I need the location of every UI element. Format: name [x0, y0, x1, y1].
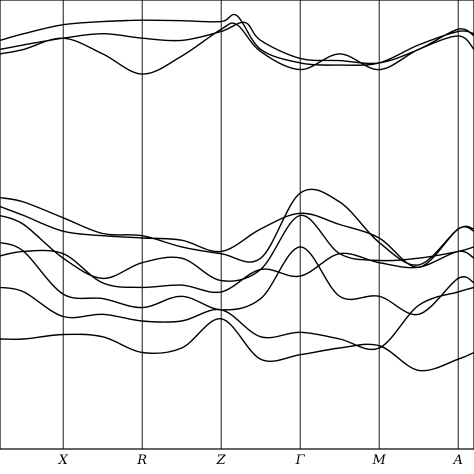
band-line-9 [0, 318, 474, 372]
band-line-0 [0, 13, 474, 66]
band-line-5 [0, 214, 474, 282]
band-line-2 [0, 22, 474, 75]
high-symmetry-lines [62, 0, 459, 449]
x-tick-label: X [58, 453, 69, 468]
band-line-1 [0, 21, 474, 65]
x-tick-label: Γ [295, 453, 306, 468]
band-line-8 [0, 286, 474, 351]
x-tick-label: R [136, 453, 147, 468]
x-tick-label: Z [216, 453, 227, 468]
plot-frame [0, 0, 474, 450]
band-line-7 [0, 241, 474, 316]
x-tick-label: M [372, 453, 387, 468]
band-lines [0, 13, 474, 372]
band-line-6 [0, 249, 474, 294]
x-tick-label: A [453, 453, 463, 468]
band-line-3 [0, 188, 474, 266]
